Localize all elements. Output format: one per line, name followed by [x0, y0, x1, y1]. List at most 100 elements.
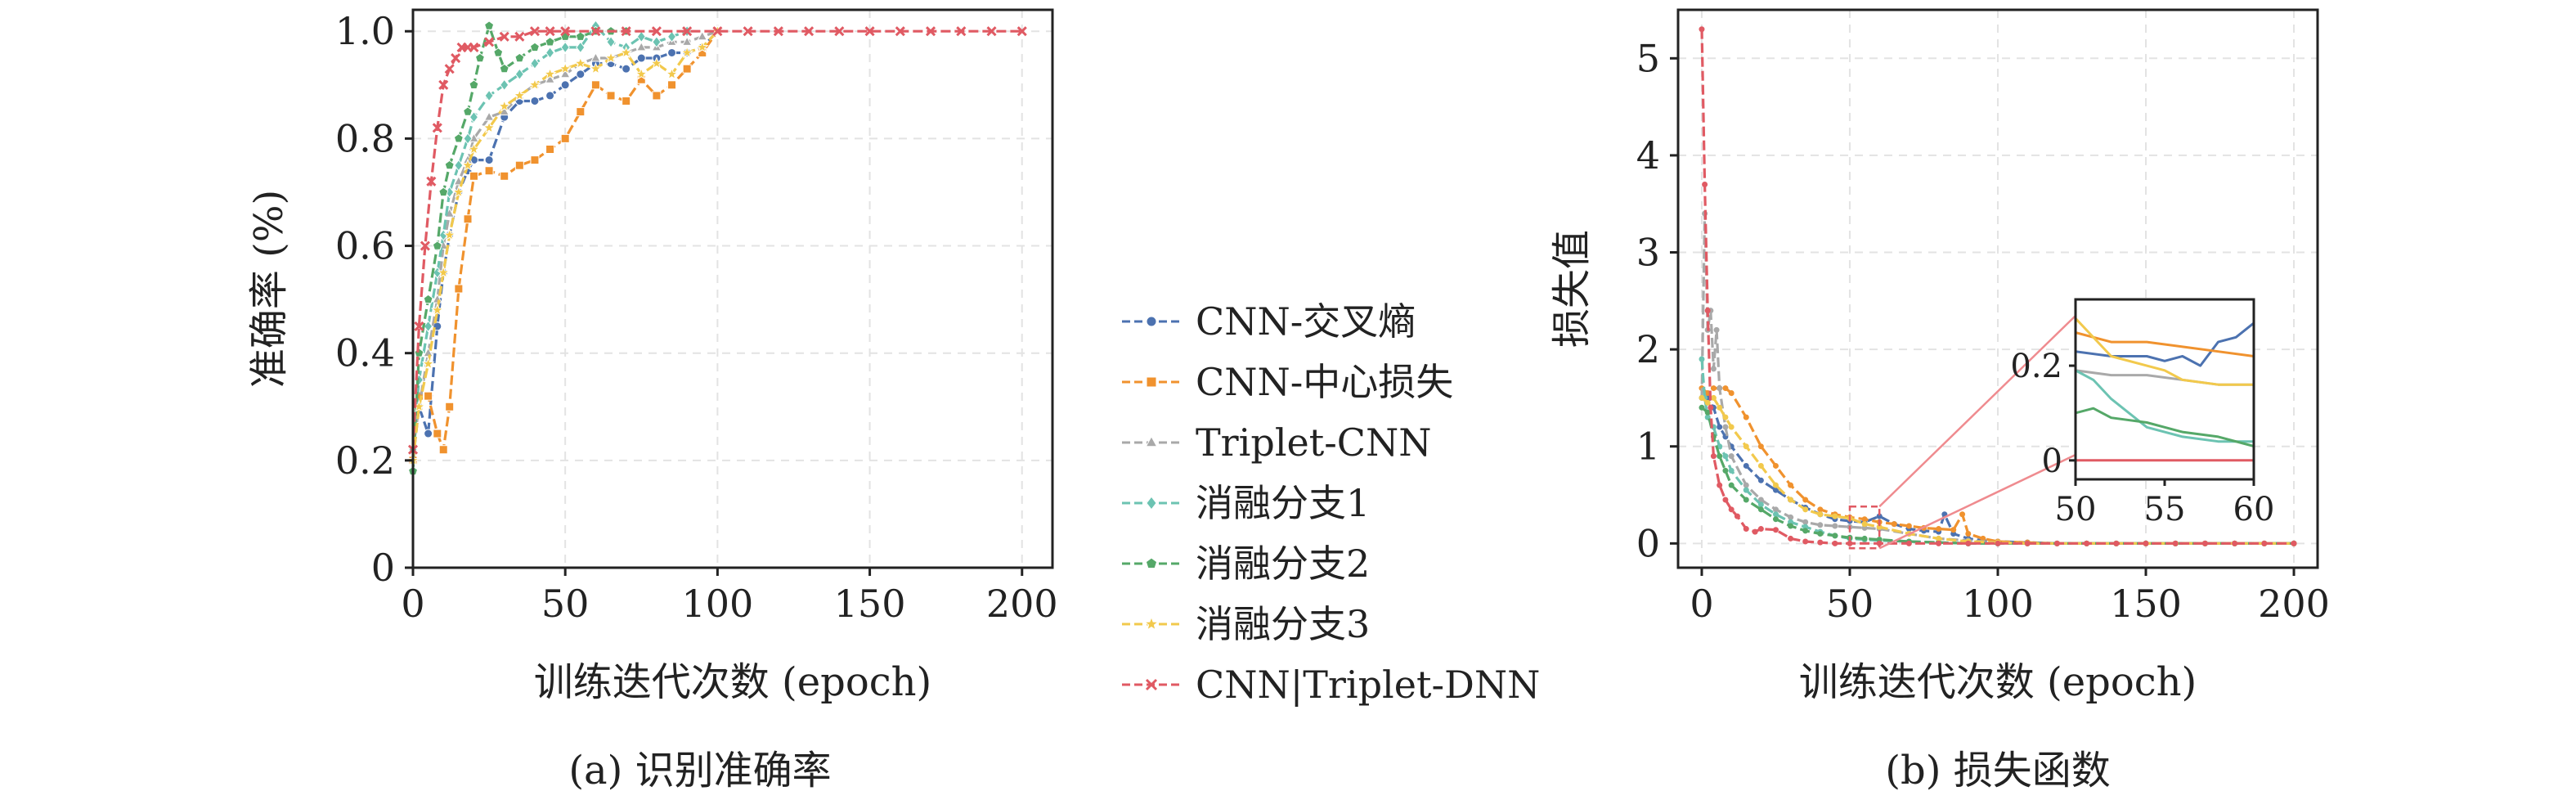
accuracy-series-cnn-triplet-dnn-point-12: [499, 31, 509, 42]
loss-ytick-label-2: 2: [1636, 327, 1660, 371]
accuracy-series-2-point-14: [529, 42, 540, 52]
accuracy-series-1-point-13: [545, 47, 555, 59]
loss-inset-series-cnn-line: [2075, 321, 2255, 367]
loss-series-cnn-triplet-dnn-point-15: [1817, 539, 1824, 546]
loss-series-cnn-triplet-dnn-point-13: [1788, 535, 1794, 542]
loss-series-cnn-triplet-dnn-point-10: [1752, 528, 1758, 535]
loss-series-cnn-triplet-dnn-point-4: [1710, 453, 1717, 460]
accuracy-series-cnn-point-15: [576, 70, 586, 79]
accuracy-series-2-point-15: [545, 36, 555, 47]
legend-item-3: 消融分支3: [1122, 602, 1370, 646]
loss-series-cnn-triplet-dnn-point-5: [1717, 482, 1723, 488]
accuracy-series-cnn-point-2: [424, 429, 433, 438]
loss-series-2-point-8: [1772, 516, 1779, 523]
loss-series-cnn-point-7: [1757, 477, 1764, 483]
loss-series-cnn-point-3: [1717, 424, 1723, 430]
accuracy-series-cnn-point-2: [424, 391, 433, 401]
legend-item-triplet-cnn-label: Triplet-CNN: [1196, 420, 1432, 465]
loss-series-cnn-triplet-dnn-point-27: [2143, 540, 2149, 546]
accuracy-series-cnn-point-6: [454, 284, 464, 294]
loss-series-cnn-point-5: [1728, 390, 1735, 397]
loss-series-triplet-cnn-point-8: [1728, 453, 1735, 460]
loss-series-1-point-5: [1722, 453, 1729, 460]
accuracy-series-2-point-4: [438, 187, 449, 197]
accuracy-series-cnn-point-11: [514, 160, 524, 170]
accuracy-series-cnn-point-20: [652, 91, 662, 101]
loss-inset-background: [2076, 299, 2254, 479]
loss-inset-ytick-label-0: 0: [2042, 443, 2062, 480]
loss-series-2-point-7: [1757, 506, 1764, 513]
accuracy-series-cnn-triplet-dnn-point-22: [743, 26, 753, 37]
loss-series-3-point-12: [1832, 513, 1838, 519]
loss-series-triplet-cnn-point-9: [1743, 482, 1749, 488]
accuracy-series-cnn-point-12: [530, 155, 540, 165]
accuracy-ticks: 0 50 100 150 200 0 0.2 0.4 0.6 0.8 1.0: [335, 9, 1058, 626]
loss-series-3-point-5: [1728, 424, 1735, 430]
accuracy-series-1-point-10: [500, 79, 509, 92]
accuracy-caption: (a) 识别准确率: [568, 748, 831, 793]
loss-series-cnn-triplet-dnn-point-19: [1905, 540, 1912, 546]
accuracy-xtick-label-3: 150: [834, 582, 906, 626]
loss-series-cnn-point-8: [1772, 462, 1779, 469]
accuracy-series-cnn-point-22: [682, 64, 692, 74]
loss-series-cnn-point-17: [1905, 523, 1912, 529]
accuracy-series-cnn-point-14: [560, 133, 570, 143]
legend-item-1-label: 消融分支1: [1196, 481, 1370, 525]
loss-ytick-label-4: 4: [1636, 133, 1660, 178]
loss-series-3-point-3: [1717, 404, 1723, 411]
accuracy-series-triplet-cnn-point-23: [697, 30, 708, 41]
accuracy-series-1-point-11: [514, 68, 524, 81]
accuracy-series-cnn-triplet-dnn-point-17: [590, 26, 601, 37]
accuracy-ytick-label-2: 0.4: [335, 331, 395, 375]
loss-series-cnn-triplet-dnn-point-32: [2291, 540, 2297, 546]
accuracy-series-cnn-point-10: [500, 171, 509, 181]
legend-item-triplet-cnn: Triplet-CNN: [1122, 420, 1432, 465]
loss-series-3-point-11: [1817, 511, 1824, 518]
accuracy-series-triplet-cnn-point-22: [681, 36, 693, 46]
loss-series-3-point-8: [1772, 482, 1779, 488]
accuracy-ytick-label-3: 0.6: [335, 224, 395, 268]
loss-ytick-label-3: 3: [1636, 231, 1660, 275]
loss-xtick-label-1: 50: [1826, 582, 1874, 626]
loss-series-3-point-0: [1699, 394, 1705, 401]
accuracy-series-cnn-point-17: [606, 91, 616, 101]
loss-zoom-indicator: [1848, 315, 2076, 550]
legend-item-triplet-cnn-marker: [1145, 435, 1158, 447]
loss-series-cnn-point-11: [1817, 506, 1824, 513]
loss-series-2-point-14: [1861, 535, 1868, 542]
loss-inset-chart: 50 55 60 0 0.2: [2010, 298, 2274, 528]
accuracy-plot-frame: [411, 8, 1054, 569]
accuracy-series-3-point-22: [680, 46, 694, 59]
legend-item-2-label: 消融分支2: [1196, 542, 1370, 586]
accuracy-series-cnn-point-12: [530, 96, 540, 106]
accuracy-series-cnn-triplet-dnn-point-31: [1016, 26, 1027, 37]
loss-series-cnn-triplet-dnn-point-12: [1772, 527, 1779, 533]
legend: CNN-交叉熵 CNN-中心损失 Triplet-CNN 消融分支1 消融分支2 消融分支…: [1122, 299, 1540, 707]
accuracy-xtick-label-1: 50: [541, 582, 590, 626]
accuracy-series-cnn-triplet-dnn-point-1: [414, 321, 424, 331]
accuracy-series-2-point-8: [469, 79, 479, 89]
accuracy-grid: [412, 10, 1052, 569]
loss-series-2-point-9: [1788, 523, 1794, 529]
loss-series-cnn-point-2: [1710, 385, 1717, 392]
loss-series-cnn-triplet-dnn-point-28: [2172, 540, 2179, 546]
accuracy-series-2-point-17: [575, 31, 586, 41]
accuracy-series-1-point-6: [454, 159, 464, 172]
loss-ytick-label-5: 5: [1636, 36, 1660, 80]
accuracy-series-1-point-9: [484, 89, 494, 102]
accuracy-series-cnn-point-3: [433, 429, 442, 438]
accuracy-series-cnn-triplet-dnn-point-21: [712, 26, 723, 37]
accuracy-series-3-point-2: [421, 357, 435, 370]
loss-series-cnn-point-21: [1959, 511, 1966, 518]
loss-series-cnn-triplet-dnn-point-17: [1847, 540, 1853, 546]
loss-series-cnn-point-9: [1788, 482, 1794, 488]
legend-item-cnn-label: CNN-中心损失: [1196, 360, 1453, 404]
accuracy-series-1-point-15: [576, 41, 586, 54]
accuracy-series-1-point-8: [469, 110, 479, 124]
legend-item-cnn: CNN-中心损失: [1122, 360, 1453, 404]
accuracy-series-cnn-triplet-dnn-point-23: [773, 26, 783, 37]
loss-series-cnn-triplet-dnn-point-30: [2232, 540, 2238, 546]
accuracy-series-3-point-7: [461, 158, 475, 171]
